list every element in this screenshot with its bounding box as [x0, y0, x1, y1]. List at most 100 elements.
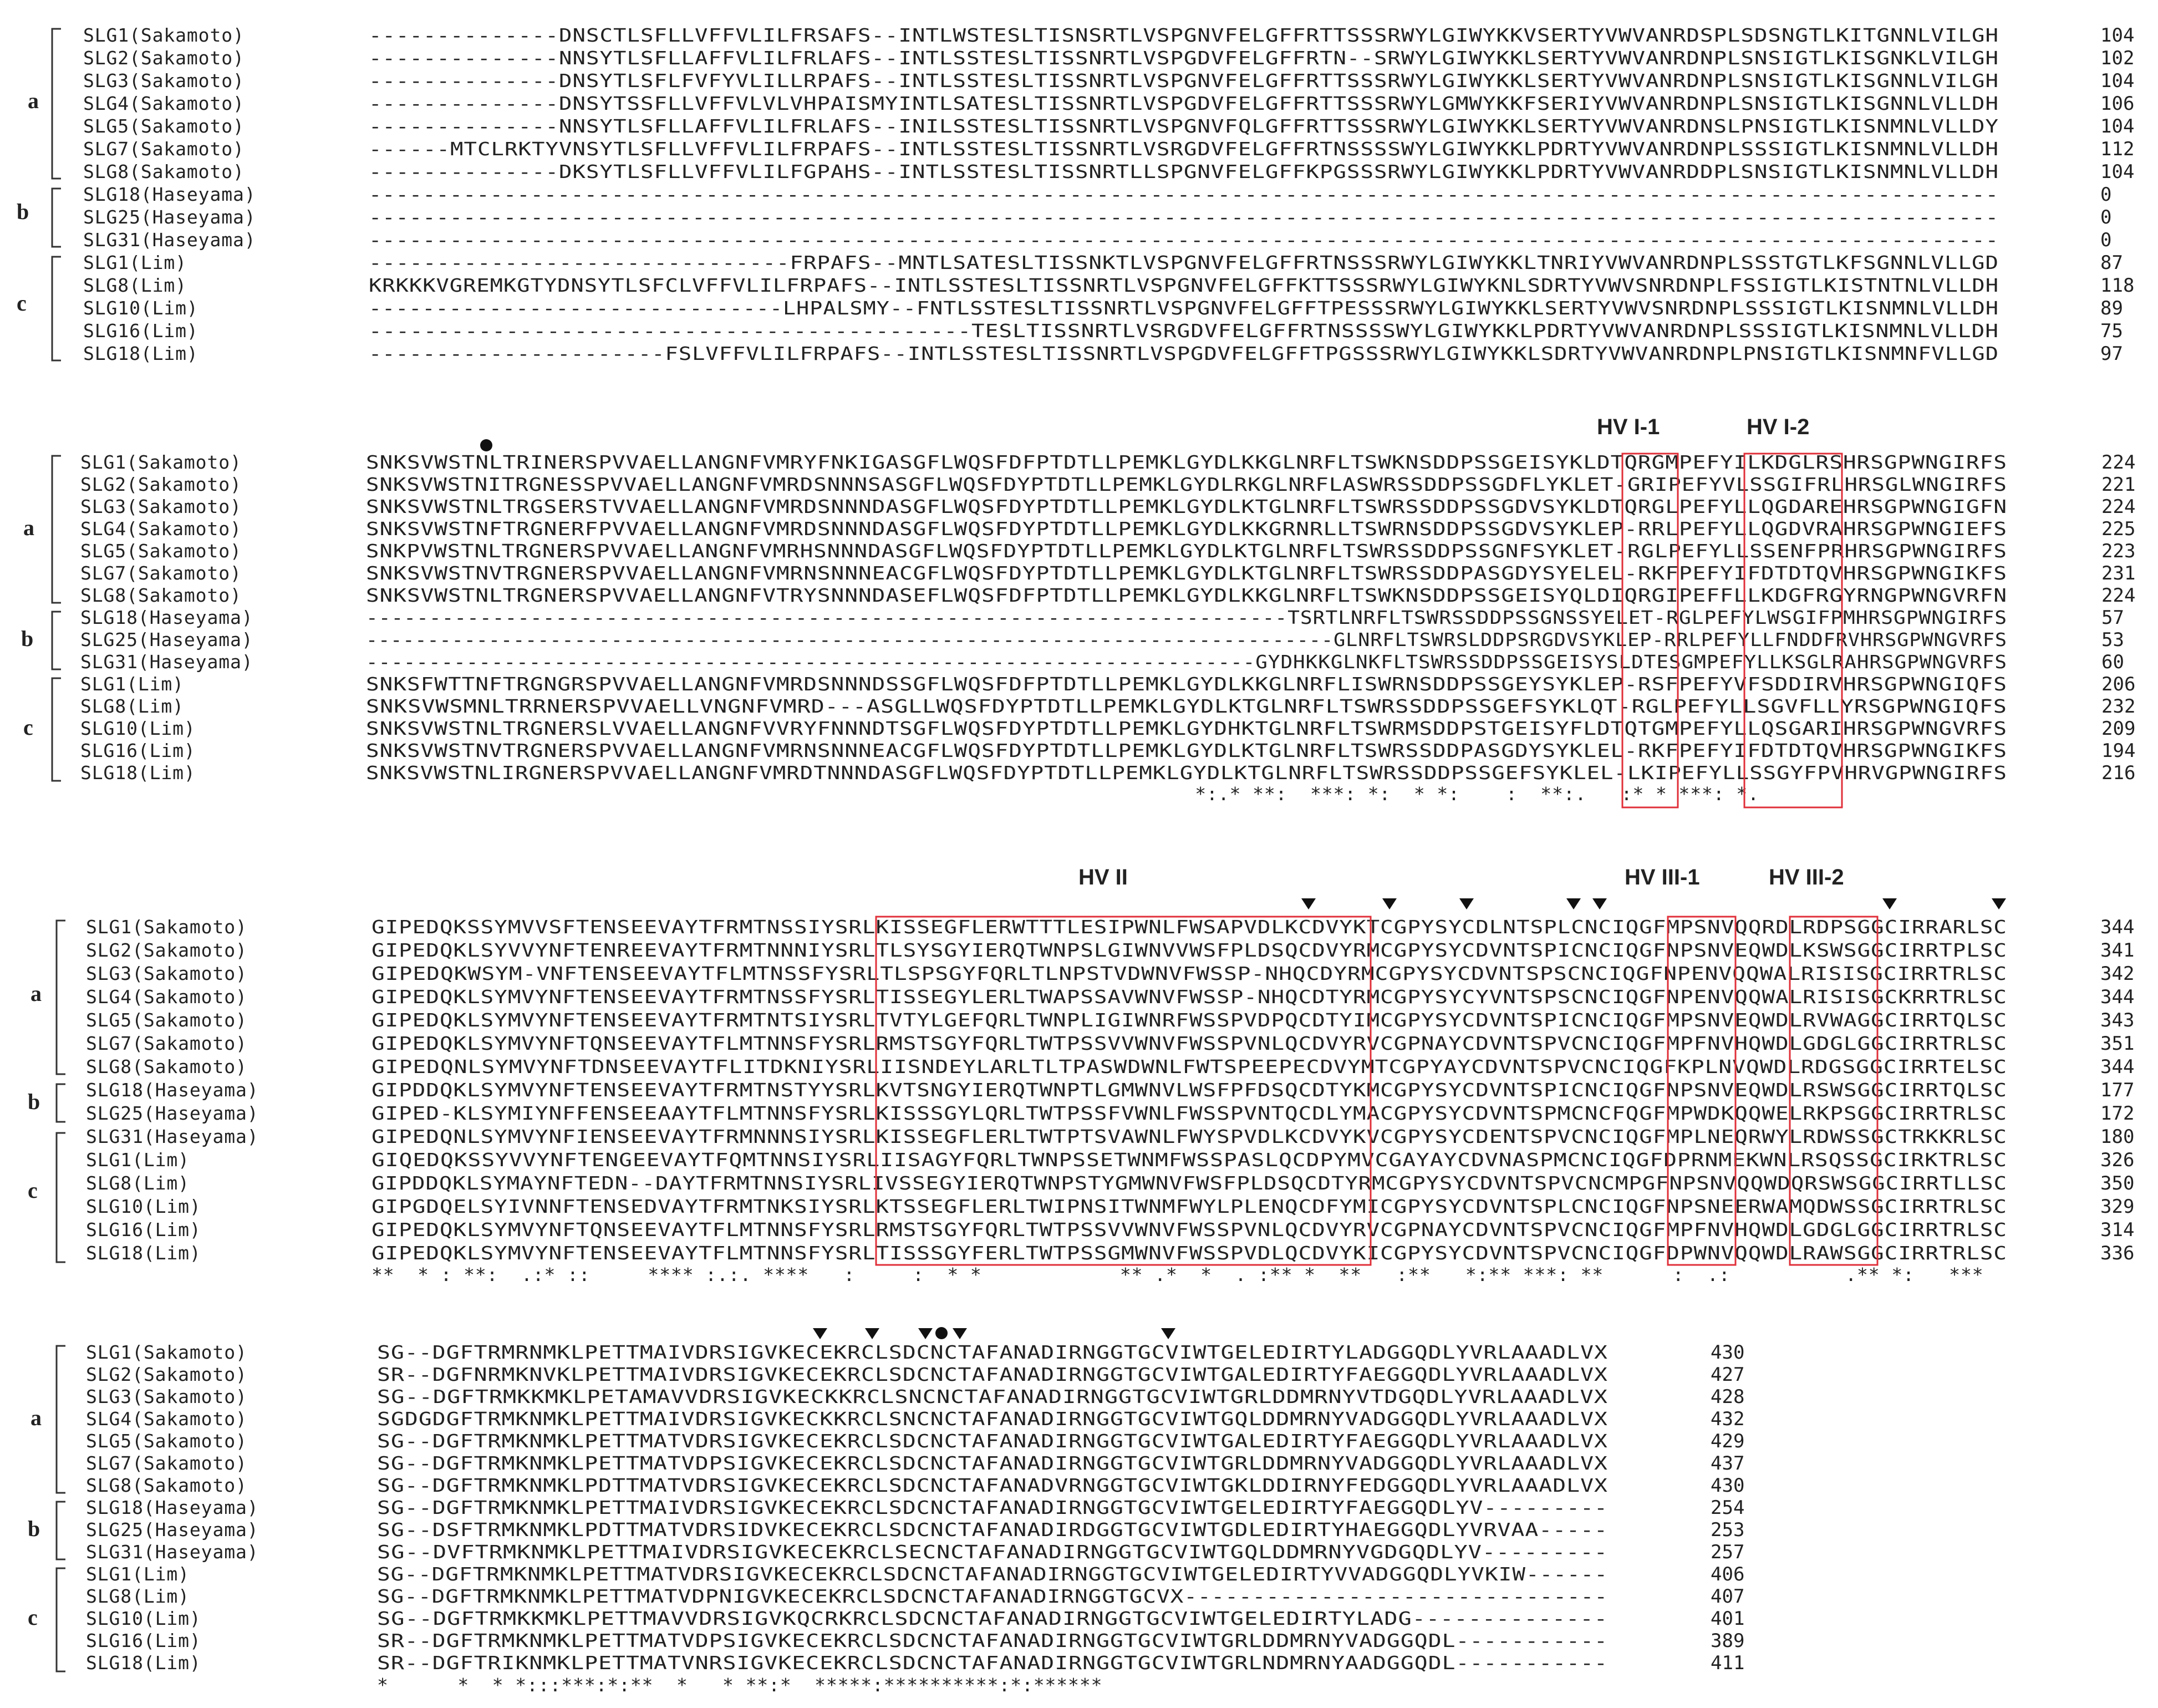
residue-count: 437 [1711, 1452, 1744, 1475]
hv-box-hv-i-1 [1621, 453, 1679, 809]
seq-name: SLG2(Sakamoto) [86, 939, 247, 961]
hv-box-hv-ii [875, 916, 1372, 1266]
cysteine-triangle-marker [1592, 898, 1607, 909]
seq-residues: GIPEDQKLSYMVYNFTENSEEVAYTFRMTNTSIYSRLTVT… [371, 1009, 2007, 1031]
seq-residues: -------------------------------LHPALSMY-… [369, 297, 1999, 319]
seq-name: SLG18(Haseyama) [83, 184, 256, 205]
group-label-c: c [23, 715, 33, 740]
seq-residues: GIPDDQKLSYMVYNFTENSEEVAYTFRMTNSTYYSRLKVT… [371, 1079, 2007, 1101]
seq-residues: SGDGDGFTRMKNMKLPETTMAIVDRSIGVKECKKRCLSNC… [377, 1408, 1608, 1430]
residue-count: 209 [2101, 718, 2135, 740]
seq-residues: ------MTCLRKTYVNSYTLSFLLVFFVLILFRPAFS--I… [369, 138, 1999, 160]
sequence-names-4: SLG1(Sakamoto) SLG2(Sakamoto) SLG3(Sakam… [86, 1341, 259, 1674]
group-label-a: a [23, 515, 34, 540]
seq-name: SLG8(Sakamoto) [80, 584, 242, 606]
seq-residues: SNKSVWSTNFTRGNERFPVVAELLANGNFVMRDSNNNDAS… [366, 518, 2007, 540]
hv-label-hv-ii: HV II [1078, 865, 1128, 889]
residue-count: 225 [2101, 518, 2135, 540]
seq-name: SLG2(Sakamoto) [86, 1364, 247, 1385]
group-bracket-b [55, 1083, 65, 1123]
seq-residues: -------------------------------FRPAFS--M… [369, 252, 1999, 273]
residue-count: 177 [2100, 1079, 2134, 1101]
residue-count: 341 [2100, 939, 2134, 962]
seq-residues: ----------------------------------------… [369, 229, 1999, 251]
group-bracket-a [51, 455, 61, 604]
residue-count: 104 [2100, 24, 2134, 47]
seq-name: SLG8(Lim) [83, 274, 187, 296]
residue-counts-4: 430 427 428 432 429 437 430 254 253 257 … [1711, 1341, 1744, 1674]
group-label-b: b [28, 1516, 40, 1541]
residue-count: 427 [1711, 1364, 1744, 1386]
seq-name: SLG7(Sakamoto) [86, 1033, 247, 1054]
seq-residues: GIPED-KLSYMIYNFFENSEEAAYTFLMTNNSFYSRLKIS… [371, 1102, 2007, 1124]
seq-name: SLG7(Sakamoto) [83, 138, 245, 160]
conservation-line: * * * *:::***:*:** * * **:* *****:******… [377, 1674, 1102, 1696]
seq-residues: SR--DGFTRIKNMKLPETTMATVNRSIGVKECEKRCLSDC… [377, 1652, 1608, 1674]
residue-count: 106 [2100, 93, 2134, 115]
residue-count: 253 [1711, 1519, 1744, 1541]
group-label-b: b [21, 626, 33, 651]
residue-count: 97 [2100, 343, 2123, 365]
seq-residues: SNKSVWSTNLTRGSERSTVVAELLANGNFVMRDSNNNDAS… [366, 496, 2007, 517]
seq-residues: SNKSVWSTNLTRGNERSLVVAELLANGNFVVRYFNNNDTS… [366, 718, 2007, 739]
seq-name: SLG4(Sakamoto) [86, 986, 247, 1008]
residue-count: 104 [2100, 115, 2134, 138]
seq-residues: GIPDDQKLSYMAYNFTEDN--DAYTFRMTNNSIYSRLIVS… [371, 1172, 2007, 1194]
seq-residues: SG--DGFTRMRNMKLPETTMAIVDRSIGVKECEKRCLSDC… [377, 1341, 1608, 1363]
seq-residues: GIPEDQKLSYVVYNFTENREEVAYTFRMTNNNIYSRLTLS… [371, 939, 2007, 961]
group-brackets-2 [51, 455, 61, 782]
cysteine-triangle-marker [1301, 898, 1316, 909]
residue-count: 429 [1711, 1430, 1744, 1452]
conservation-line: ** * : **: .:* :: **** :.:. **** : : * *… [371, 1264, 1983, 1285]
seq-residues: ----------------------------------------… [366, 651, 2007, 673]
residue-count: 87 [2100, 252, 2123, 274]
group-bracket-c [51, 256, 61, 362]
group-bracket-c [55, 1567, 65, 1673]
seq-name: SLG10(Lim) [83, 297, 199, 319]
alignment-block-1: SLG1(Sakamoto) SLG2(Sakamoto) SLG3(Sakam… [17, 24, 2134, 365]
residue-count: 401 [1711, 1608, 1744, 1630]
seq-residues: GIPEDQNLSYMVYNFIENSEEVAYTFRMNNNSIYSRLKIS… [371, 1126, 2007, 1147]
residue-count: 57 [2101, 607, 2124, 629]
residue-count: 180 [2100, 1126, 2134, 1148]
seq-residues: SNKSFWTTNFTRGNGRSPVVAELLANGNFVMRDSNNNDSS… [366, 673, 2007, 695]
seq-residues: SG--DGFTRMKNMKLPETTMATVDPSIGVKECEKRCLSDC… [377, 1452, 1608, 1474]
group-label-b: b [28, 1089, 40, 1114]
seq-name: SLG5(Sakamoto) [86, 1430, 247, 1452]
seq-name: SLG7(Sakamoto) [80, 562, 242, 584]
residue-count: 102 [2100, 47, 2134, 69]
seq-residues: GIPEDQKLSYMVYNFTENSEEVAYTFLMTNNSFYSRLTIS… [371, 1242, 2007, 1264]
residue-count: 389 [1711, 1630, 1744, 1652]
hv-label-hv-iii-2: HV III-2 [1769, 865, 1844, 889]
sequence-names-3: SLG1(Sakamoto) SLG2(Sakamoto) SLG3(Sakam… [86, 916, 258, 1264]
residue-counts-2: 224 221 224 225 223 231 224 57 53 60 206… [2101, 451, 2135, 784]
seq-residues: --------------NNSYTLSFLLAFFVLILFRLAFS--I… [369, 47, 1999, 69]
seq-residues: SNKSVWSTNVTRGNERSPVVAELLANGNFVMRNSNNNEAC… [366, 740, 2007, 761]
group-brackets-1 [51, 28, 61, 362]
seq-name: SLG18(Lim) [86, 1242, 201, 1264]
seq-name: SLG31(Haseyama) [83, 229, 256, 251]
alignment-block-2: HV I-1 HV I-2 SLG1(Sakamoto) SLG2(Sakamo… [21, 415, 2135, 809]
seq-name: SLG1(Sakamoto) [83, 24, 245, 46]
seq-residues: SNKSVWSTNITRGNESSPVVAELLANGNFVMRDSNNNSAS… [366, 474, 2007, 495]
seq-name: SLG4(Sakamoto) [86, 1408, 247, 1430]
residue-count: 314 [2100, 1219, 2134, 1241]
seq-residues: SNKSVWSTNLIRGNERSPVVAELLANGNFVMRDTNNNDAS… [366, 762, 2007, 784]
residue-count: 428 [1711, 1386, 1744, 1408]
residue-count: 430 [1711, 1341, 1744, 1364]
alignment-block-3: HV II HV III-1 HV III-2 SLG1(Sakamoto) S… [28, 865, 2134, 1285]
seq-residues: SG--DGFTRMKKMKLPETAMAVVDRSIGVKECKKRCLSNC… [377, 1386, 1608, 1407]
seq-residues: GIQEDQKSSYVVYNFTENGEEVAYTFQMTNNSIYSRLIIS… [371, 1149, 2007, 1171]
residue-count: 432 [1711, 1408, 1744, 1430]
residue-count: 172 [2100, 1102, 2134, 1125]
sequence-names-2: SLG1(Sakamoto) SLG2(Sakamoto) SLG3(Sakam… [80, 451, 253, 784]
seq-name: SLG8(Sakamoto) [86, 1475, 247, 1496]
seq-residues: SR--DGFNRMKNVKLPETTMAIVDRSIGVKECEKRCLSDC… [377, 1364, 1608, 1385]
residue-count: 231 [2101, 562, 2135, 584]
seq-residues: SG--DSFTRMKNMKLPDTTMATVDRSIDVKECEKRCLSDC… [377, 1519, 1608, 1541]
group-label-a: a [28, 88, 39, 113]
group-brackets-3 [55, 919, 65, 1263]
seq-name: SLG31(Haseyama) [86, 1541, 259, 1563]
seq-residues: --------------NNSYTLSFLLAFFVLILFRLAFS--I… [369, 115, 1999, 137]
